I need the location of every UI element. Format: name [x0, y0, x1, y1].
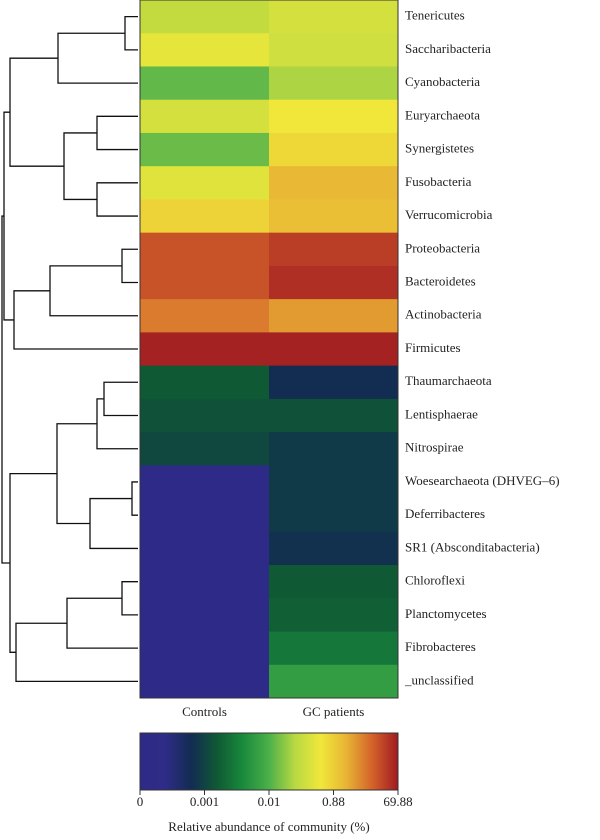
heatmap-cell — [140, 199, 270, 234]
row-label: Fibrobacteres — [405, 639, 476, 654]
heatmap-cell — [269, 99, 399, 134]
heatmap-cell — [140, 99, 270, 134]
row-label: Euryarchaeota — [405, 107, 480, 122]
dendrogram-branch — [96, 398, 138, 450]
dendrogram-branch — [9, 57, 64, 167]
dendrogram-branch — [96, 182, 138, 217]
row-label: Firmicutes — [405, 340, 461, 355]
dendrogram-branch — [131, 481, 138, 516]
dendrogram-branch — [49, 265, 138, 317]
heatmap-cell — [140, 664, 270, 699]
heatmap-cell — [140, 598, 270, 633]
dendrogram-branch — [56, 423, 97, 525]
heatmap-cell — [140, 465, 270, 500]
colorbar — [139, 732, 399, 791]
heatmap-cell — [269, 199, 399, 234]
heatmap-cell — [140, 531, 270, 566]
heatmap-cell — [269, 465, 399, 500]
colorbar-tick-label: 0 — [137, 794, 144, 809]
heatmap-cell — [140, 332, 270, 367]
dendrogram-branch — [103, 381, 138, 417]
row-label: Synergistetes — [405, 141, 474, 156]
colorbar-tick-label: 0.01 — [258, 794, 281, 809]
dendrogram-branch — [57, 32, 138, 84]
heatmap-cell — [140, 631, 270, 666]
row-label: Nitrospirae — [405, 440, 464, 455]
row-label: Planctomycetes — [405, 606, 487, 621]
heatmap-cell — [269, 565, 399, 599]
dendrogram-branch — [63, 132, 97, 201]
dendrogram-branch — [96, 115, 138, 151]
heatmap-cell — [140, 66, 270, 101]
colorbar-label: Relative abundance of community (%) — [168, 819, 369, 834]
row-label: Saccharibacteria — [405, 41, 491, 56]
heatmap-cell — [140, 132, 270, 167]
heatmap-cell — [269, 531, 399, 566]
heatmap-cell — [269, 365, 399, 400]
dendrogram-branch — [89, 497, 138, 550]
row-label: Proteobacteria — [405, 240, 480, 255]
heatmap-cell — [140, 0, 270, 34]
heatmap-cell — [269, 432, 399, 466]
row-label: Verrucomicrobia — [405, 207, 493, 222]
heatmap-cell — [269, 33, 399, 67]
dendrogram — [1, 15, 138, 683]
row-label: Woesearchaeota (DHVEG–6) — [405, 473, 560, 488]
heatmap-cell — [269, 232, 399, 267]
heatmap-cell — [140, 565, 270, 599]
heatmap-cell — [140, 166, 270, 200]
dendrogram-branch — [13, 290, 138, 350]
dendrogram-branch — [124, 15, 138, 51]
heatmap-cell — [140, 33, 270, 67]
row-label: Deferribacteres — [405, 506, 485, 521]
column-label: GC patients — [303, 704, 365, 719]
heatmap-cell — [269, 166, 399, 200]
row-label: Bacteroidetes — [405, 274, 476, 289]
heatmap-cell — [140, 498, 270, 533]
heatmap-cell — [269, 265, 399, 300]
dendrogram-branch — [3, 111, 14, 321]
heatmap-cell — [269, 299, 399, 333]
dendrogram-branch — [9, 472, 57, 653]
heatmap-cell — [269, 598, 399, 633]
dendrogram-branch — [15, 622, 138, 683]
row-label: _unclassified — [404, 672, 474, 687]
dendrogram-branch — [66, 597, 138, 649]
row-label: SR1 (Absconditabacteria) — [405, 539, 540, 554]
heatmap-cell — [269, 132, 399, 167]
dendrogram-branch — [121, 581, 138, 616]
heatmap-cell — [269, 332, 399, 367]
heatmap-cell — [269, 498, 399, 533]
dendrogram-branch — [121, 248, 138, 284]
heatmap-cell — [269, 664, 399, 699]
row-label: Thaumarchaeota — [405, 373, 492, 388]
row-label: Fusobacteria — [405, 174, 472, 189]
row-label: Cyanobacteria — [405, 74, 480, 89]
row-label: Lentisphaerae — [405, 406, 478, 421]
row-label: Tenericutes — [405, 8, 465, 23]
heatmap-cell — [140, 265, 270, 300]
heatmap-cell — [269, 398, 399, 433]
heatmap-cell — [140, 398, 270, 433]
heatmap-cell — [269, 631, 399, 666]
heatmap-cell — [140, 432, 270, 466]
colorbar-tick-label: 0.001 — [190, 794, 219, 809]
colorbar-tick-label: 69.88 — [383, 794, 412, 809]
heatmap-cell — [269, 0, 399, 34]
row-label: Actinobacteria — [405, 307, 482, 322]
row-label: Chloroflexi — [405, 573, 465, 588]
dendrogram-branch — [1, 215, 10, 564]
column-label: Controls — [182, 704, 227, 719]
colorbar-tick-label: 0.88 — [322, 794, 345, 809]
heatmap-cell — [140, 365, 270, 400]
heatmap-border — [139, 0, 399, 699]
heatmap-cell — [140, 299, 270, 333]
heatmap-cell — [269, 66, 399, 101]
heatmap-cell — [140, 232, 270, 267]
